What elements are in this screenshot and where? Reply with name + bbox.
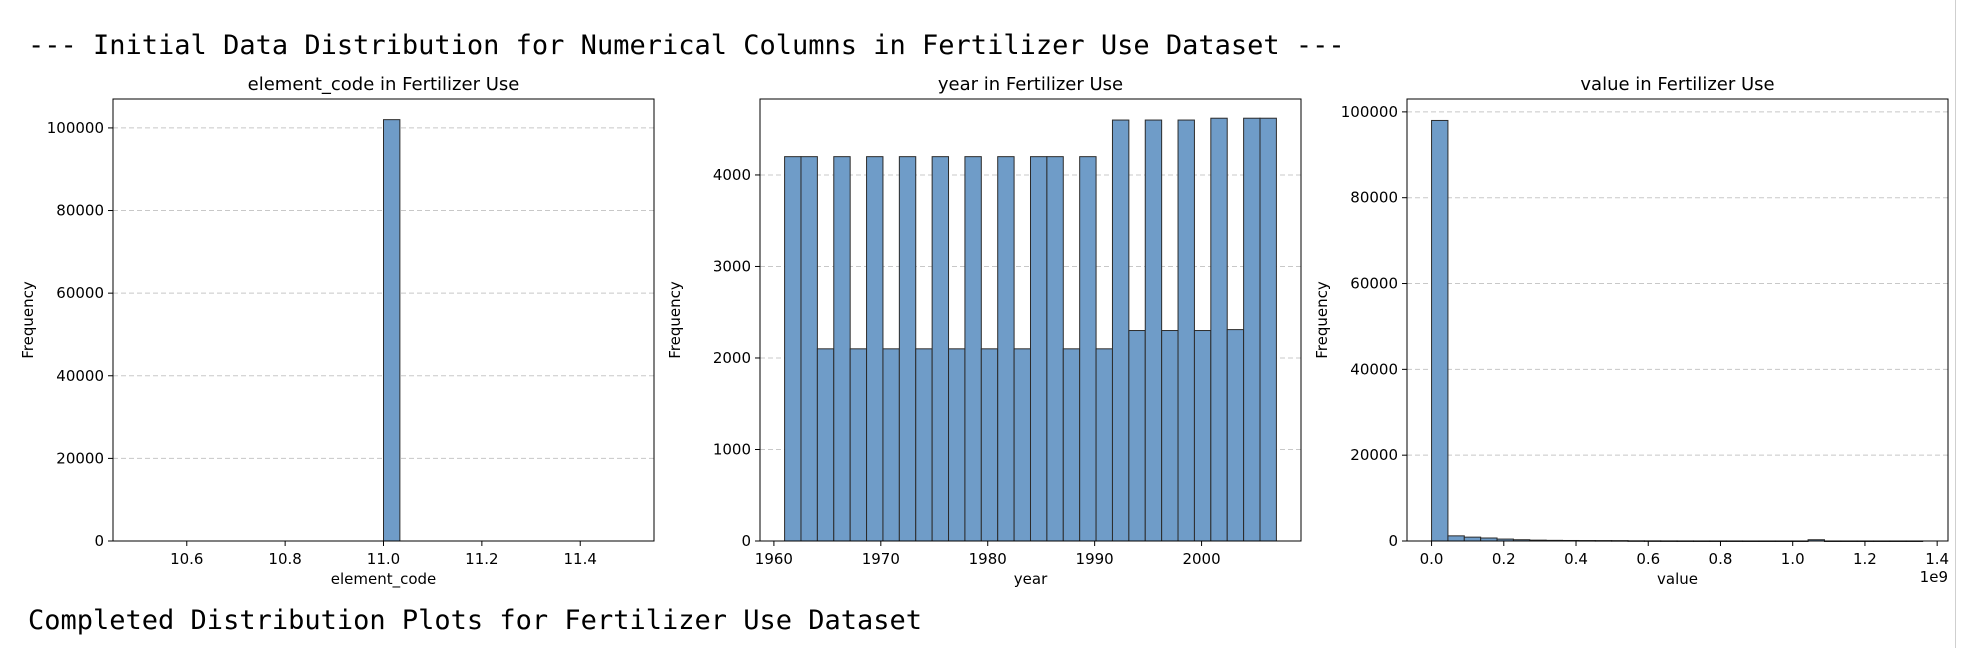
y-tick-label: 80000 <box>1350 189 1398 207</box>
y-axis-label: Frequency <box>19 281 37 359</box>
x-tick-label: 10.6 <box>170 550 203 568</box>
y-tick-label: 60000 <box>56 284 104 302</box>
x-tick-label: 0.0 <box>1420 550 1444 568</box>
x-tick-label: 1970 <box>862 550 900 568</box>
y-tick-label: 4000 <box>713 166 751 184</box>
x-tick-label: 1.2 <box>1853 550 1877 568</box>
histogram-bar <box>1161 330 1179 542</box>
axes-frame <box>759 98 1302 542</box>
chart-title: year in Fertilizer Use <box>938 74 1123 95</box>
chart-title: value in Fertilizer Use <box>1580 74 1774 95</box>
histogram-bar <box>816 348 835 542</box>
x-tick-label: 1990 <box>1076 550 1114 568</box>
x-tick-label: 11.2 <box>465 550 498 568</box>
histogram-bar <box>997 156 1015 542</box>
x-axis-label: element_code <box>331 570 437 589</box>
histogram-bar <box>898 156 917 542</box>
x-tick-label: 0.8 <box>1709 550 1733 568</box>
y-tick-label: 0 <box>1388 532 1398 550</box>
histogram-bar <box>833 156 851 542</box>
chart-panel-1: 0 20000 40000 60000 80000 100000 10.6 10.8 11.0 1… <box>19 74 655 589</box>
histogram-bar <box>1463 536 1482 542</box>
x-axis-label: year <box>1014 570 1048 588</box>
y-tick-label: 1000 <box>713 440 751 458</box>
histogram-bar <box>882 348 900 542</box>
chart-panel-3: 0 20000 40000 60000 80000 100000 0.0 0.2 0.4 0.6 0… <box>1313 74 1949 588</box>
y-axis-label: Frequency <box>666 281 684 359</box>
y-tick-label: 100000 <box>1341 103 1398 121</box>
x-tick-label: 1.0 <box>1781 550 1805 568</box>
histogram-bar <box>1013 348 1031 542</box>
histogram-bar <box>1447 535 1465 542</box>
y-tick-label: 40000 <box>1350 360 1398 378</box>
histogram-bar <box>1259 117 1277 542</box>
y-tick-label: 20000 <box>1350 446 1398 464</box>
histogram-bar <box>1144 119 1163 542</box>
x-axis-offset-label: 1e9 <box>1920 568 1948 586</box>
x-tick-label: 11.4 <box>564 550 597 568</box>
histogram-bar <box>1210 117 1228 542</box>
y-tick-label: 80000 <box>56 202 104 220</box>
histogram-bar <box>866 156 884 542</box>
x-tick-label: 1.4 <box>1925 550 1949 568</box>
y-tick-label: 0 <box>94 532 104 550</box>
histogram-bar <box>1193 330 1212 542</box>
x-tick-label: 0.6 <box>1636 550 1660 568</box>
histogram-bar <box>948 348 966 542</box>
histogram-bar <box>915 348 933 542</box>
panel-edge-divider <box>1955 0 1956 648</box>
x-axis-label: value <box>1657 570 1698 588</box>
histogram-bar <box>1431 119 1449 542</box>
histogram-bar <box>1128 330 1146 542</box>
y-axis-label: Frequency <box>1313 281 1331 359</box>
x-tick-label: 1960 <box>755 550 793 568</box>
x-tick-label: 0.4 <box>1564 550 1588 568</box>
y-tick-label: 100000 <box>47 119 104 137</box>
x-tick-label: 10.8 <box>268 550 301 568</box>
x-tick-label: 1980 <box>969 550 1007 568</box>
histogram-bar <box>800 156 818 542</box>
histogram-bar <box>1177 119 1195 542</box>
histogram-bar <box>784 156 802 542</box>
y-tick-label: 2000 <box>713 349 751 367</box>
y-tick-label: 0 <box>741 532 751 550</box>
y-tick-label: 3000 <box>713 257 751 275</box>
histogram-bar <box>980 348 999 542</box>
histogram-bar <box>383 119 401 542</box>
y-tick-label: 20000 <box>56 449 104 467</box>
x-tick-label: 11.0 <box>367 550 400 568</box>
histogram-bar <box>964 156 982 542</box>
histogram-bar <box>931 156 950 542</box>
axes-frame <box>1406 98 1949 542</box>
histogram-bar <box>1079 156 1097 542</box>
y-tick-label: 40000 <box>56 367 104 385</box>
chart-panel-2: 0 1000 2000 3000 4000 1960 1970 1980 1990 2000 yea… <box>666 74 1302 588</box>
x-tick-label: 2000 <box>1182 550 1220 568</box>
histogram-bar <box>1095 348 1113 542</box>
histogram-bar <box>1226 329 1245 542</box>
histogram-bar <box>1046 156 1064 542</box>
console-footer-text: Completed Distribution Plots for Fertili… <box>28 605 923 636</box>
histogram-bar <box>1029 156 1048 542</box>
chart-title: element_code in Fertilizer Use <box>248 74 520 95</box>
histogram-bar <box>1062 348 1081 542</box>
console-header-text: --- Initial Data Distribution for Numeri… <box>28 30 1345 61</box>
histogram-bar <box>849 348 868 542</box>
y-tick-label: 60000 <box>1350 275 1398 293</box>
x-tick-label: 0.2 <box>1492 550 1516 568</box>
histogram-bar <box>1111 119 1130 542</box>
histogram-bar <box>1243 117 1261 542</box>
